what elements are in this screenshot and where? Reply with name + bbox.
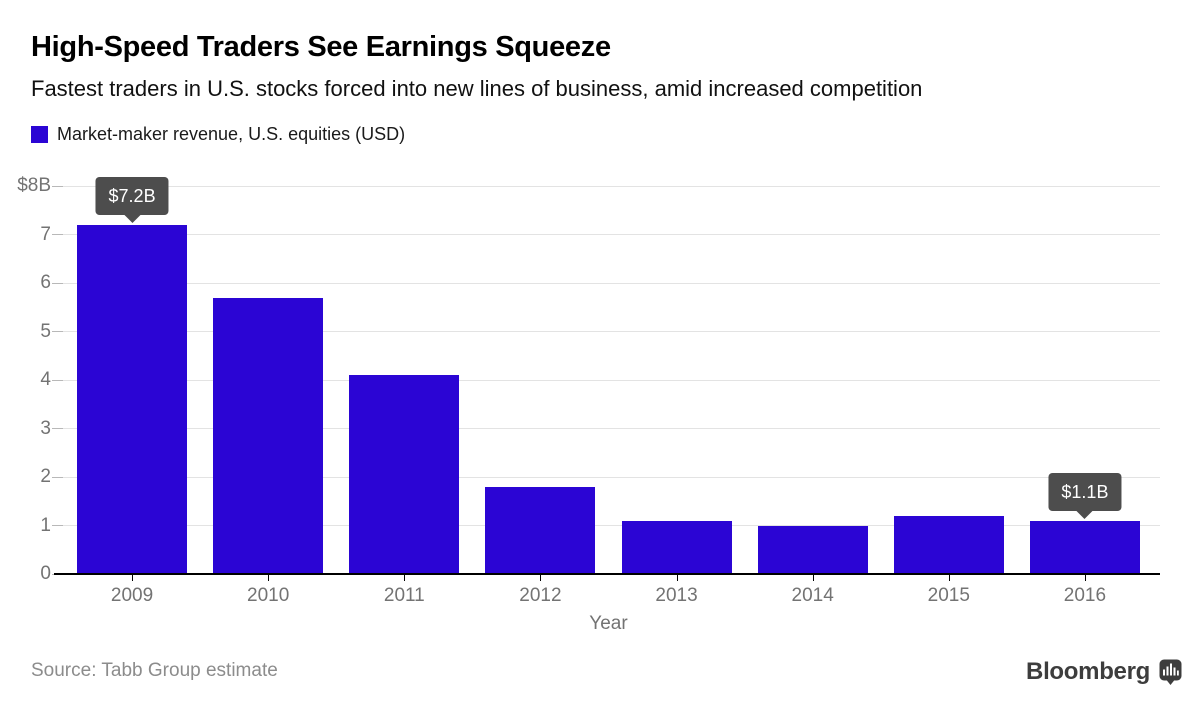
x-axis-tick xyxy=(1084,574,1086,581)
legend-label: Market-maker revenue, U.S. equities (USD… xyxy=(57,124,406,144)
bar-2015 xyxy=(893,515,1004,574)
bar-2013 xyxy=(621,520,732,574)
x-axis-tick-label: 2009 xyxy=(110,585,154,606)
x-axis-title: Year xyxy=(589,613,628,634)
x-axis-tick-label: 2012 xyxy=(519,585,562,606)
x-axis-tick-label: 2014 xyxy=(791,585,834,606)
x-axis-tick-label: 2010 xyxy=(247,585,290,606)
y-axis-tick-label: 0 xyxy=(40,563,51,584)
legend: Market-maker revenue, U.S. equities (USD… xyxy=(31,124,405,145)
y-axis-tick-label: 4 xyxy=(40,369,51,390)
bar-2009 xyxy=(77,224,188,574)
callout-pointer-icon xyxy=(124,214,141,223)
bar-2016 xyxy=(1029,520,1140,574)
x-axis-tick-label: 2011 xyxy=(383,585,425,606)
x-axis-tick-label: 2015 xyxy=(927,585,970,606)
bloomberg-bars-bubble-icon xyxy=(1159,659,1182,685)
bloomberg-wordmark: Bloomberg xyxy=(1026,658,1150,685)
chart-title: High-Speed Traders See Earnings Squeeze xyxy=(31,31,611,63)
value-callout-2016: $1.1B xyxy=(1048,472,1122,519)
y-gridline xyxy=(54,428,1160,429)
y-axis-tick xyxy=(52,185,63,187)
y-axis-tick-label: 3 xyxy=(40,417,51,439)
y-gridline xyxy=(54,234,1160,235)
y-axis-tick-label: 1 xyxy=(40,514,51,536)
y-axis-tick xyxy=(52,428,63,429)
y-axis-tick xyxy=(52,234,63,235)
y-axis-tick-label: 7 xyxy=(40,223,51,245)
y-axis-tick xyxy=(52,476,63,478)
bar-chart-plot-area: 0 1 2 3 4 5 6 7 $8B 2009 2010 2011 2012 2013 2014 2015 2… xyxy=(17,175,1160,606)
y-axis-tick xyxy=(52,282,63,284)
bar-2011 xyxy=(349,375,460,574)
x-axis-line xyxy=(54,573,1160,575)
y-axis-tick xyxy=(52,331,63,332)
y-axis-tick-label: 2 xyxy=(40,466,51,487)
bar-2012 xyxy=(485,486,596,574)
value-callout-label: $7.2B xyxy=(108,185,156,206)
y-gridline xyxy=(54,379,1160,381)
y-axis-tick-label: $8B xyxy=(17,175,51,196)
x-axis-tick xyxy=(676,574,678,581)
y-gridline xyxy=(54,476,1160,478)
y-gridline xyxy=(54,525,1160,526)
x-axis-tick xyxy=(268,574,270,581)
y-gridline xyxy=(54,331,1160,332)
x-axis-tick xyxy=(812,574,814,581)
x-axis-tick xyxy=(540,574,542,581)
y-axis-tick xyxy=(52,525,63,526)
y-axis-tick-label: 6 xyxy=(40,272,51,293)
y-gridline xyxy=(54,282,1160,284)
y-gridline xyxy=(54,185,1160,187)
legend-swatch-icon xyxy=(31,126,48,143)
chart-subtitle: Fastest traders in U.S. stocks forced in… xyxy=(31,76,923,101)
value-callout-label: $1.1B xyxy=(1061,481,1109,502)
y-axis-tick xyxy=(52,379,63,381)
source-note: Source: Tabb Group estimate xyxy=(31,660,278,681)
x-axis-tick-label: 2016 xyxy=(1063,585,1107,606)
x-axis-tick-label: 2013 xyxy=(655,585,698,606)
y-axis-tick-label: 5 xyxy=(40,320,51,342)
bar-2010 xyxy=(213,297,324,574)
value-callout-2009: $7.2B xyxy=(95,176,169,223)
x-axis-tick xyxy=(404,574,406,581)
x-axis-tick xyxy=(948,574,950,581)
bloomberg-logo: Bloomberg xyxy=(1026,658,1182,686)
callout-pointer-icon xyxy=(1076,510,1093,519)
x-axis-tick xyxy=(132,574,134,581)
bar-2014 xyxy=(757,525,868,574)
